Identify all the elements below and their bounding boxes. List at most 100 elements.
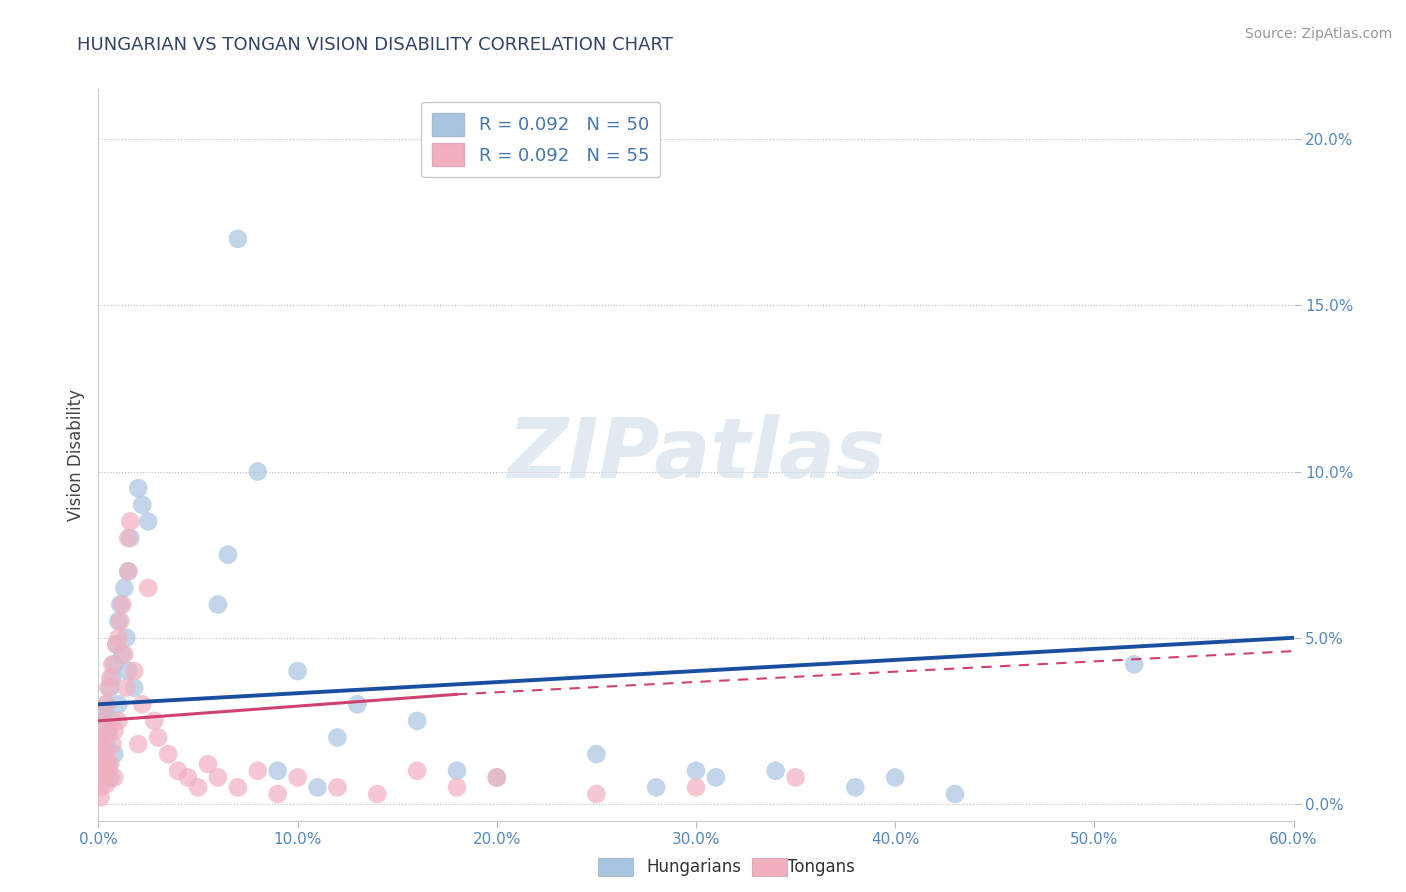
Point bbox=[112, 581, 135, 595]
Point bbox=[107, 614, 129, 628]
Point bbox=[91, 747, 114, 761]
Point bbox=[131, 698, 153, 712]
Point bbox=[89, 731, 111, 745]
Text: Tongans: Tongans bbox=[787, 858, 855, 876]
Point bbox=[89, 780, 111, 795]
Point bbox=[111, 598, 134, 612]
Point bbox=[91, 714, 114, 728]
Point bbox=[131, 498, 153, 512]
Point bbox=[117, 664, 139, 678]
Point bbox=[93, 764, 115, 778]
Point bbox=[97, 723, 120, 738]
Point bbox=[101, 737, 124, 751]
Text: Source: ZipAtlas.com: Source: ZipAtlas.com bbox=[1244, 27, 1392, 41]
Point bbox=[93, 764, 115, 778]
Point bbox=[287, 664, 309, 678]
Point bbox=[89, 790, 111, 805]
Point bbox=[97, 723, 120, 738]
Point bbox=[117, 564, 139, 578]
Point bbox=[785, 771, 807, 785]
Point bbox=[446, 764, 468, 778]
Text: Hungarians: Hungarians bbox=[647, 858, 742, 876]
Point bbox=[91, 731, 114, 745]
Point bbox=[287, 771, 309, 785]
Point bbox=[124, 664, 146, 678]
Point bbox=[246, 764, 269, 778]
Point bbox=[93, 757, 115, 772]
Point bbox=[91, 737, 114, 751]
Point bbox=[115, 631, 138, 645]
Point bbox=[406, 714, 429, 728]
Point bbox=[267, 787, 290, 801]
Point bbox=[105, 637, 128, 651]
Point bbox=[96, 747, 118, 761]
Point bbox=[107, 631, 129, 645]
Point bbox=[101, 671, 124, 685]
Point bbox=[101, 657, 124, 672]
Point bbox=[127, 481, 149, 495]
Point bbox=[105, 637, 128, 651]
Point bbox=[765, 764, 787, 778]
Point bbox=[97, 757, 120, 772]
Point bbox=[93, 714, 115, 728]
Point bbox=[197, 757, 219, 772]
Point bbox=[704, 771, 727, 785]
Point bbox=[226, 780, 249, 795]
Point bbox=[136, 581, 159, 595]
Point bbox=[366, 787, 388, 801]
Point bbox=[645, 780, 668, 795]
Point bbox=[98, 757, 122, 772]
Point bbox=[406, 764, 429, 778]
Point bbox=[96, 737, 118, 751]
Point bbox=[157, 747, 180, 761]
Point bbox=[346, 698, 368, 712]
Point bbox=[89, 747, 111, 761]
Legend: R = 0.092   N = 50, R = 0.092   N = 55: R = 0.092 N = 50, R = 0.092 N = 55 bbox=[420, 102, 661, 178]
Point bbox=[91, 771, 114, 785]
Point bbox=[207, 598, 229, 612]
Text: HUNGARIAN VS TONGAN VISION DISABILITY CORRELATION CHART: HUNGARIAN VS TONGAN VISION DISABILITY CO… bbox=[77, 36, 673, 54]
Text: ZIPatlas: ZIPatlas bbox=[508, 415, 884, 495]
Point bbox=[167, 764, 190, 778]
Point bbox=[110, 598, 132, 612]
Point bbox=[117, 564, 139, 578]
Point bbox=[943, 787, 966, 801]
Y-axis label: Vision Disability: Vision Disability bbox=[66, 389, 84, 521]
Point bbox=[685, 780, 707, 795]
Point bbox=[110, 614, 132, 628]
Point bbox=[207, 771, 229, 785]
Point bbox=[98, 671, 122, 685]
Point bbox=[585, 747, 607, 761]
Point bbox=[96, 698, 118, 712]
Point bbox=[115, 681, 138, 695]
Point bbox=[103, 723, 125, 738]
Point bbox=[485, 771, 508, 785]
Point bbox=[117, 531, 139, 545]
Point bbox=[267, 764, 290, 778]
Point bbox=[326, 731, 349, 745]
Point bbox=[446, 780, 468, 795]
Point bbox=[107, 714, 129, 728]
Point bbox=[96, 777, 118, 791]
Point bbox=[127, 737, 149, 751]
Point bbox=[107, 698, 129, 712]
Point bbox=[120, 515, 142, 529]
Point bbox=[101, 714, 124, 728]
Point bbox=[148, 731, 170, 745]
Point bbox=[103, 771, 125, 785]
Point bbox=[187, 780, 209, 795]
Point bbox=[884, 771, 907, 785]
Point bbox=[844, 780, 866, 795]
Point bbox=[226, 232, 249, 246]
Point bbox=[96, 698, 118, 712]
Point bbox=[98, 771, 122, 785]
Point bbox=[177, 771, 200, 785]
Point bbox=[98, 681, 122, 695]
Point bbox=[485, 771, 508, 785]
Point bbox=[120, 531, 142, 545]
Point bbox=[585, 787, 607, 801]
Point bbox=[143, 714, 166, 728]
Point bbox=[111, 648, 134, 662]
Point bbox=[246, 465, 269, 479]
Point bbox=[93, 704, 115, 718]
